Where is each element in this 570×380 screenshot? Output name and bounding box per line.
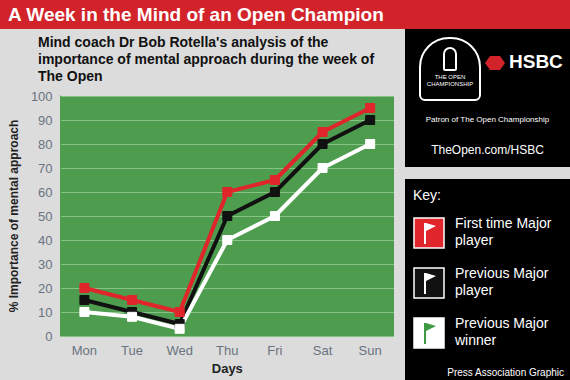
svg-text:50: 50: [38, 209, 52, 224]
svg-text:70: 70: [38, 161, 52, 176]
html-text:Press Association Graphic: Press Association Graphic: [447, 367, 564, 378]
svg-text:60: 60: [38, 185, 52, 200]
html-text:Previous Major player: Previous Major player: [455, 265, 549, 298]
html-text:Mind coach Dr Bob Rotella's an: Mind coach Dr Bob Rotella's analysis of …: [38, 34, 375, 84]
html-text:HSBC: HSBC: [509, 51, 563, 72]
svg-text:100: 100: [31, 89, 53, 104]
svg-text:80: 80: [38, 137, 52, 152]
svg-text:Days: Days: [212, 361, 243, 376]
svg-text:20: 20: [38, 281, 52, 296]
html-text:First time Major player: First time Major player: [455, 215, 552, 248]
svg-text:Thu: Thu: [216, 343, 238, 358]
svg-text:Tue: Tue: [121, 343, 143, 358]
svg-text:% Importance of mental approac: % Importance of mental approach: [7, 120, 21, 313]
svg-text:Wed: Wed: [166, 343, 193, 358]
html-text:Key:: Key:: [413, 187, 441, 203]
html-text:A Week in the Mind of an Open: A Week in the Mind of an Open Champion: [8, 4, 384, 25]
svg-text:Sun: Sun: [359, 343, 382, 358]
html-text:Patron of The Open Championshi: Patron of The Open Championship: [425, 115, 550, 124]
html-text:Previous Major winner: Previous Major winner: [455, 315, 549, 348]
svg-text:10: 10: [38, 305, 52, 320]
svg-text:Fri: Fri: [267, 343, 282, 358]
svg-text:90: 90: [38, 113, 52, 128]
html-text:TheOpen.com/HSBC: TheOpen.com/HSBC: [431, 143, 544, 157]
html-text:THE OPEN CHAMPIONSHIP: THE OPEN CHAMPIONSHIP: [426, 74, 474, 87]
svg-text:30: 30: [38, 257, 52, 272]
svg-text:40: 40: [38, 233, 52, 248]
svg-text:0: 0: [45, 329, 52, 344]
svg-text:Sat: Sat: [313, 343, 333, 358]
svg-text:Mon: Mon: [72, 343, 97, 358]
